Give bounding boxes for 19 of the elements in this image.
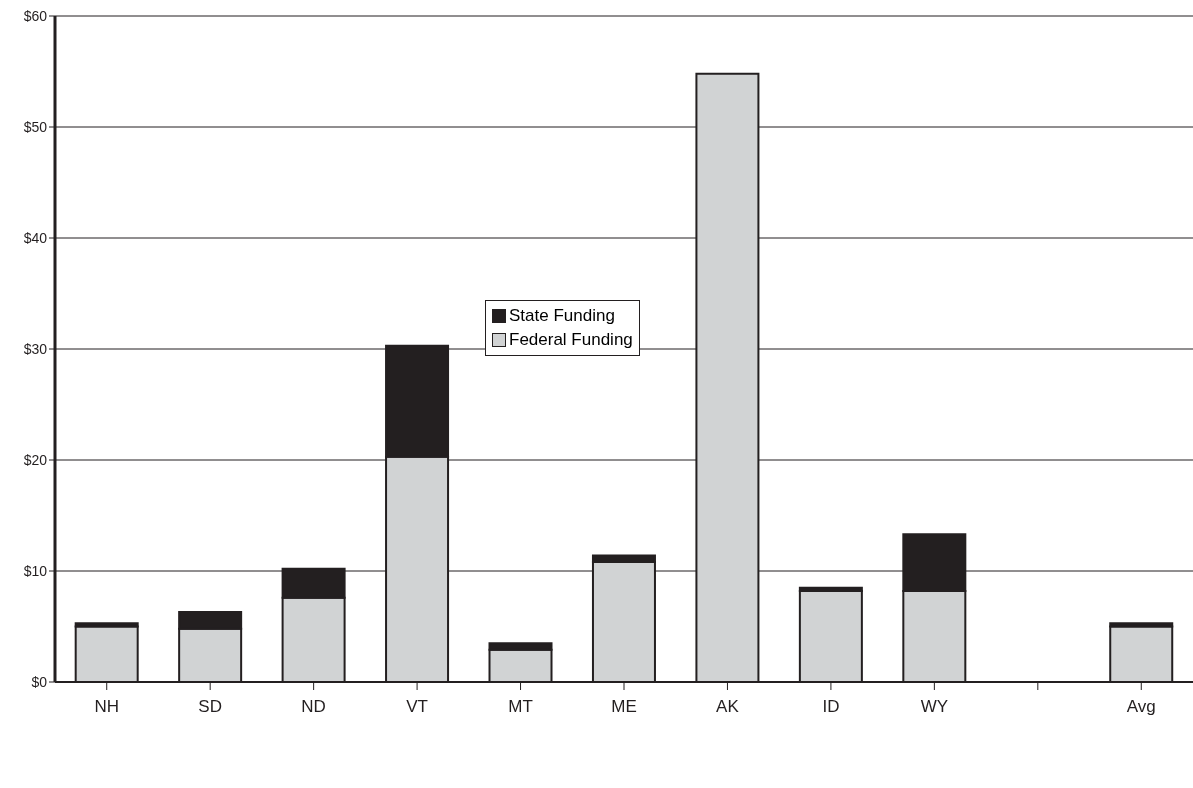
x-tick-label: VT [406,697,428,717]
y-tick-label: $40 [23,229,48,246]
x-tick-label: ND [301,697,326,717]
y-tick-label: $60 [23,7,48,24]
x-tick-label: AK [716,697,740,717]
x-tick-label: WY [920,697,949,717]
x-tick-label: NH [94,697,120,717]
y-tick-label: $0 [31,673,48,690]
y-tick-label: $10 [23,562,48,579]
x-tick-label: Avg [1126,697,1156,717]
x-tick-label: SD [198,697,222,717]
y-tick-label: $20 [23,451,48,468]
y-tick-label: $50 [23,118,48,135]
x-tick-label: MT [508,697,533,717]
y-tick-label: $30 [23,340,48,357]
x-tick-label: ME [611,697,637,717]
legend-label: Federal Funding [509,329,633,351]
legend-label: State Funding [509,305,615,327]
x-tick-label: ID [822,697,840,717]
